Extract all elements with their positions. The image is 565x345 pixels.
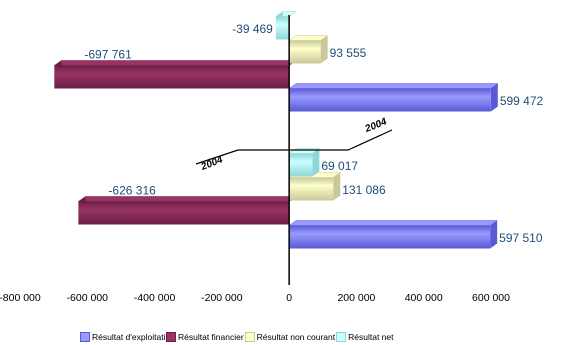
bars-layer: [53, 11, 499, 249]
bar-non-courant-2005: [288, 35, 329, 64]
legend-swatch-non-courant: [244, 332, 255, 342]
data-labels-layer: 597 510 -626 316 131 086 69 017 599 472 -697 …: [84, 22, 543, 245]
category-axis-line: [195, 129, 393, 165]
data-label-exploitation-2004: 597 510: [499, 231, 543, 245]
bar-net-2004: [288, 148, 321, 177]
legend-item-financier: Résultat financier: [166, 332, 244, 342]
x-tick-label-0: -800 000: [0, 292, 41, 304]
x-tick-label-4: 0: [286, 292, 292, 304]
data-label-financier-2005: -697 761: [84, 48, 132, 62]
x-tick-label-1: -600 000: [67, 292, 109, 304]
legend-label-financier: Résultat financier: [178, 332, 244, 342]
legend-swatch-exploitation: [80, 332, 90, 342]
legend-item-non-courant: Résultat non courant: [244, 332, 336, 342]
category-label-0: 2004: [199, 154, 225, 173]
x-tick-label-7: 600 000: [472, 292, 510, 304]
bar-net-2005: [275, 11, 297, 40]
data-label-non-courant-2004: 131 086: [342, 183, 386, 197]
legend-label-net: Résultat net: [348, 332, 394, 342]
bar-non-courant-2004: [288, 172, 342, 201]
bar-exploitation-2005: [288, 83, 499, 112]
legend-item-exploitation: Résultat d'exploitation: [80, 332, 165, 342]
data-label-net-2005: -39 469: [232, 22, 273, 36]
bar-financier-2004: [77, 196, 297, 225]
data-label-non-courant-2005: 93 555: [330, 46, 367, 60]
data-label-net-2004: 69 017: [321, 159, 358, 173]
legend-label-non-courant: Résultat non courant: [256, 332, 336, 342]
legend-item-net: Résultat net: [336, 332, 394, 342]
bar-financier-2005: [53, 60, 297, 89]
data-label-financier-2004: -626 316: [108, 184, 156, 198]
legend: Résultat d'exploitation Résultat financi…: [80, 330, 395, 344]
x-tick-label-2: -400 000: [134, 292, 176, 304]
category-label-1: 2004: [363, 116, 389, 135]
legend-label-exploitation: Résultat d'exploitation: [92, 332, 165, 342]
x-tick-label-3: -200 000: [201, 292, 243, 304]
data-label-exploitation-2005: 599 472: [500, 94, 544, 108]
legend-swatch-financier: [166, 332, 176, 342]
axis-layer: [195, 15, 393, 285]
bar-exploitation-2004: [288, 220, 498, 249]
x-tick-label-5: 200 000: [337, 292, 375, 304]
x-tick-label-6: 400 000: [405, 292, 443, 304]
legend-swatch-net: [336, 332, 347, 342]
